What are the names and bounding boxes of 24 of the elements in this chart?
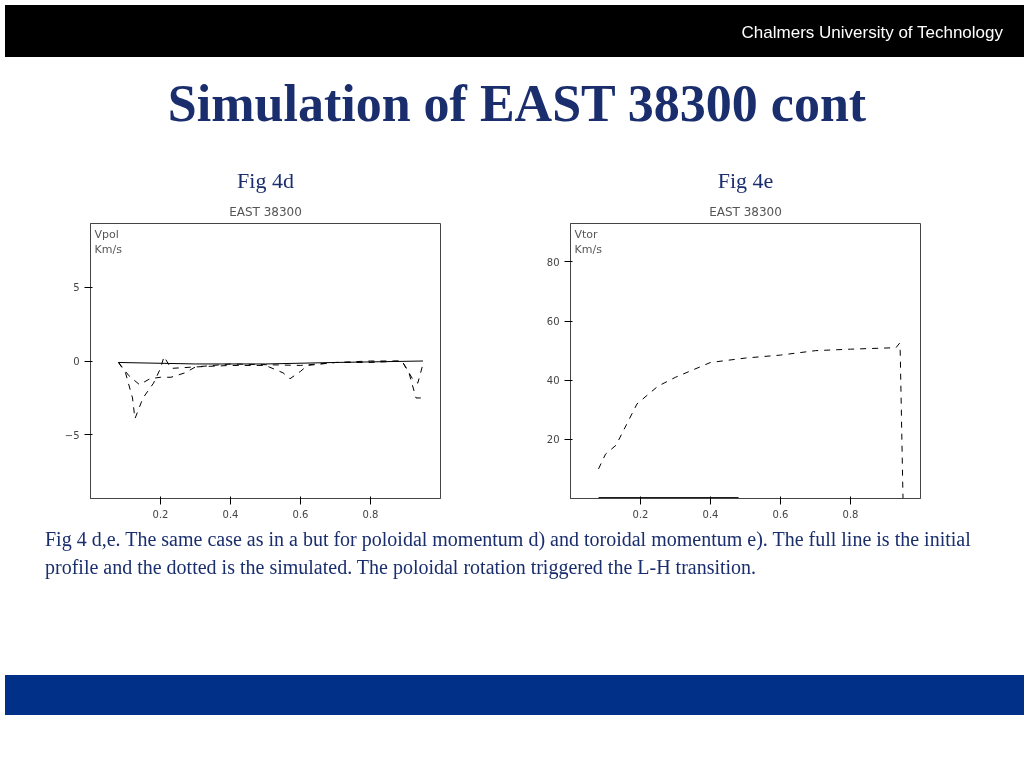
y-tick-label: 60: [546, 316, 560, 328]
chart-title: Fig 4e: [717, 167, 774, 193]
x-tick-label: 0.6: [772, 508, 789, 520]
text: Simulation of EAST 38300 cont: [167, 74, 867, 134]
y-tick-label: 40: [546, 375, 560, 387]
text: Chalmers University of Technology: [741, 22, 1003, 44]
x-tick-label: 0.4: [222, 508, 239, 520]
x-tick-label: 0.4: [702, 508, 719, 520]
caption: Fig 4 d,e. The same case as in a but for poloidal momentum d) and toroidal momentum e). The full line is the initial profile and the dotted is the simulated. The poloidal rotation triggered the L-H transition.: [45, 527, 972, 581]
y-tick-label: −5: [64, 429, 80, 441]
chart-subtitle: EAST 38300: [229, 204, 302, 219]
x-tick-label: 0.6: [292, 508, 309, 520]
y-tick-label: 20: [546, 434, 560, 446]
y-axis-title: Vtor Km/s: [574, 227, 603, 257]
y-tick-label: 80: [546, 256, 560, 268]
x-tick-label: 0.8: [842, 508, 859, 520]
x-tick-label: 0.2: [152, 508, 169, 520]
x-tick-label: 0.8: [362, 508, 379, 520]
chart-title: Fig 4d: [237, 167, 294, 193]
chart-subtitle: EAST 38300: [709, 204, 782, 219]
y-axis-title: Vpol Km/s: [94, 227, 123, 257]
y-tick-label: 0: [73, 356, 80, 367]
x-tick-label: 0.2: [632, 508, 649, 520]
y-tick-label: 5: [73, 282, 80, 294]
